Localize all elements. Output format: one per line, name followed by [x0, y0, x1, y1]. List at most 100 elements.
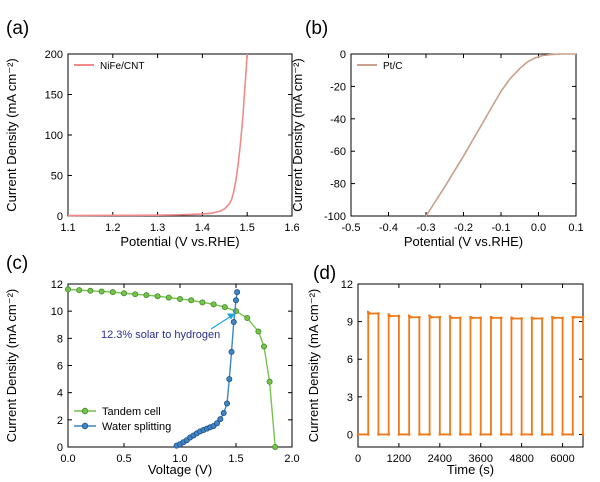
tandem-cell-point	[210, 301, 217, 308]
tandem-cell-point	[121, 290, 128, 297]
x-axis-title: Potential (V vs.RHE)	[120, 234, 239, 249]
x-tick-label: 0	[355, 453, 361, 465]
y-tick-label: 0	[57, 442, 63, 454]
cycling-point	[469, 433, 472, 436]
water-splitting-point	[232, 297, 239, 304]
y-tick-label: -60	[330, 146, 346, 158]
panel-label: (a)	[6, 18, 29, 39]
cycling-point	[407, 314, 411, 318]
y-tick-label: 3	[347, 392, 353, 404]
water-splitting-point	[234, 289, 241, 296]
y-axis-title: Current Density (mA cm⁻²)	[290, 58, 305, 212]
tandem-cell-point	[266, 378, 273, 385]
water-splitting-point	[230, 319, 237, 326]
panel-a: 1.1 1.2 1.3 1.4 1.5 1.6 0 50 100 150 200 Potential …	[4, 18, 300, 249]
cycling-point	[388, 314, 392, 318]
water-splitting-point	[220, 410, 227, 417]
y-tick-label: 10	[51, 306, 63, 318]
x-tick-label: 0.5	[116, 453, 131, 465]
tandem-cell-point	[199, 299, 206, 306]
cycling-point	[459, 316, 462, 320]
cycling-point	[499, 316, 503, 320]
cycling-point	[387, 313, 390, 316]
legend-label: Tandem cell	[102, 406, 161, 418]
x-axis-title: Potential (V vs.RHE)	[404, 234, 523, 249]
cycling-point	[520, 317, 523, 320]
y-axis-title: Current Density (mA cm⁻²)	[4, 58, 19, 212]
panel-label: (c)	[6, 253, 28, 274]
y-tick-label: 6	[57, 361, 63, 373]
annotation-arrow-line	[210, 315, 233, 330]
cycling-point	[470, 316, 474, 320]
tandem-cell-point	[260, 343, 267, 350]
cycling-point	[469, 316, 472, 319]
x-tick-label: -0.5	[342, 222, 361, 234]
panel-c: 0.0 0.5 1.0 1.5 2.0 0 2 4 6 8 10 12 Voltage (V) Curre…	[4, 253, 300, 477]
water-splitting-point	[228, 348, 235, 355]
cycling-point	[450, 316, 453, 320]
water-splitting-point	[224, 400, 231, 407]
x-tick-label: 2400	[428, 453, 452, 465]
y-tick-label: -80	[330, 179, 346, 191]
cycling-point	[510, 316, 513, 320]
panel-label: (b)	[305, 18, 328, 39]
panel-d: 0 1200 2400 3600 4800 6000 0 3 6 9 12 Time (s) Curre…	[306, 263, 585, 477]
panel-label: (d)	[313, 263, 336, 284]
cycling-point	[581, 433, 585, 436]
tandem-cell-point	[154, 293, 161, 300]
cycling-point	[530, 433, 534, 436]
annotation-arrow-head	[227, 313, 235, 320]
annotation-text: 12.3% solar to hydrogen	[101, 329, 220, 341]
y-tick-label: -20	[330, 81, 346, 93]
cycling-point	[428, 433, 431, 436]
cycling-point	[438, 433, 442, 436]
x-tick-label: -0.2	[454, 222, 473, 234]
cycling-point	[438, 316, 442, 319]
on-off-cycling-line	[358, 310, 584, 436]
water-splitting-point	[217, 416, 224, 423]
plot-frame	[67, 53, 293, 217]
cycling-point	[409, 316, 412, 319]
water-splitting-line	[176, 292, 238, 447]
cycling-point	[448, 433, 452, 436]
ptc-line	[425, 53, 576, 217]
cycling-point	[532, 317, 535, 320]
y-tick-label: -100	[324, 211, 346, 223]
x-tick-label: 1.0	[172, 453, 187, 465]
cycling-point	[551, 433, 554, 436]
cycling-point	[479, 433, 482, 436]
tandem-cell-point	[244, 314, 251, 321]
cycling-point	[428, 314, 431, 318]
cycling-point	[491, 316, 494, 320]
y-tick-label: 0	[57, 211, 63, 223]
cycling-point	[459, 433, 462, 436]
y-tick-label: 2	[57, 415, 63, 427]
tandem-cell-point	[76, 287, 83, 294]
y-tick-label: 12	[341, 279, 353, 291]
cycling-point	[418, 433, 421, 436]
x-axis-title: Voltage (V)	[148, 462, 212, 477]
legend-swatch-marker	[81, 407, 89, 415]
cycling-point	[489, 316, 493, 319]
cycling-point	[540, 433, 544, 436]
cycling-point	[418, 316, 421, 319]
y-tick-label: 8	[57, 333, 63, 345]
x-tick-label: 1.5	[240, 222, 255, 234]
x-tick-label: 2.0	[284, 453, 299, 465]
y-tick-label: -40	[330, 114, 346, 126]
x-tick-label: 1.2	[105, 222, 120, 234]
x-tick-label: 1.5	[228, 453, 243, 465]
cycling-point	[520, 433, 523, 436]
legend-swatch-marker	[81, 422, 89, 430]
x-tick-label: -0.1	[492, 222, 511, 234]
nife-cnt-line	[67, 53, 248, 217]
y-axis-title: Current Density (mA cm⁻²)	[306, 289, 321, 443]
y-axis-title: Current Density (mA cm⁻²)	[4, 289, 19, 443]
x-tick-label: 0.0	[531, 222, 546, 234]
cycling-point	[552, 316, 555, 320]
x-tick-label: 0.0	[60, 453, 75, 465]
x-tick-label: 3600	[468, 453, 492, 465]
water-splitting-point	[226, 376, 233, 383]
cycling-point	[356, 433, 360, 436]
cycling-point	[571, 433, 574, 436]
